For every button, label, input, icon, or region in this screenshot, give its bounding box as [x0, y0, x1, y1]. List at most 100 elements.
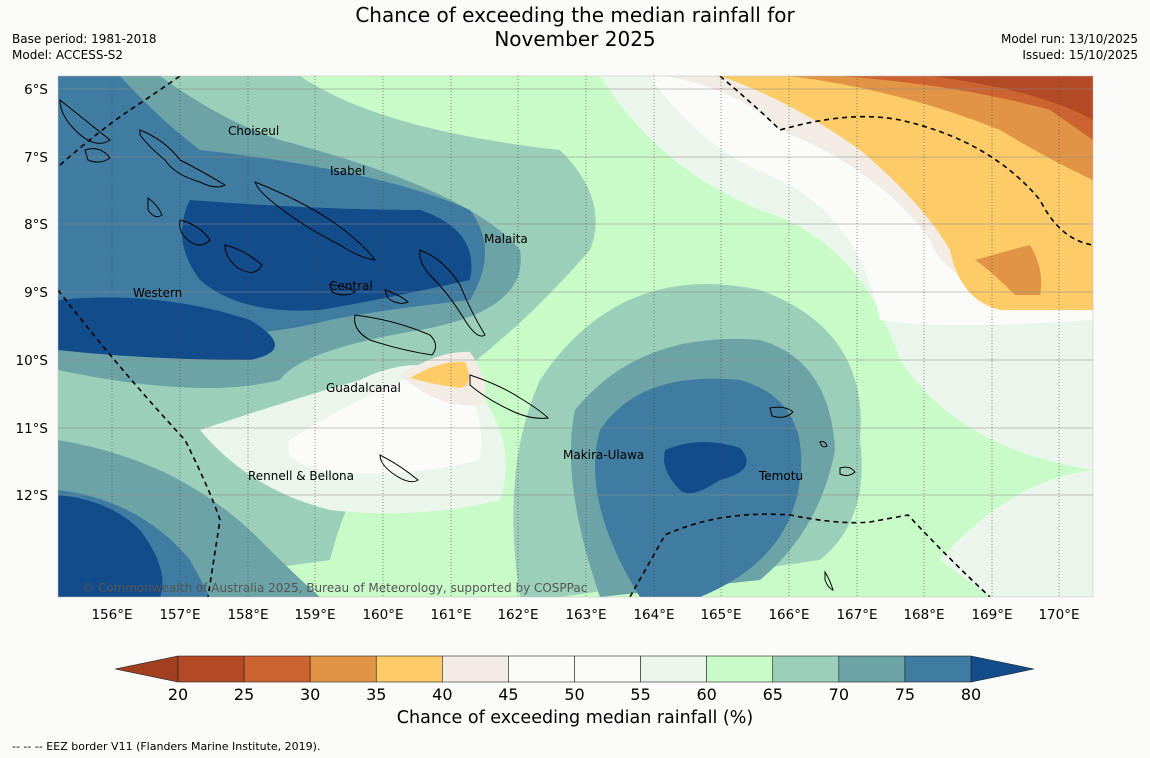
model-name: Model: ACCESS-S2 [12, 48, 124, 62]
lon-tick-162e: 162°E [497, 607, 538, 623]
field-40-guadalcanal [410, 361, 469, 388]
region-label-rennell-bellona: Rennell & Bellona [248, 469, 354, 483]
colorbar-segment-70 [838, 655, 906, 683]
coast-isabel [254, 181, 377, 261]
colorbar-tick-40: 40 [432, 685, 452, 700]
lat-tick-8s: 8°S [24, 217, 48, 233]
lon-tick-163e: 163°E [565, 607, 606, 623]
lon-tick-167e: 167°E [836, 607, 877, 623]
coast-rennell [379, 454, 419, 483]
field-above-80-central [182, 200, 472, 311]
region-label-isabel: Isabel [330, 164, 365, 178]
field-35-pocket [975, 245, 1042, 295]
colorbar: 20 25 30 35 40 45 50 55 60 65 70 75 80 [114, 655, 1035, 700]
colorbar-over-arrow [970, 655, 1035, 683]
field-55-southeast [940, 470, 1093, 597]
coast-shortland [147, 197, 163, 218]
eez-border-north-east [719, 76, 1093, 246]
field-35-east [790, 76, 1093, 180]
region-label-choiseul: Choiseul [228, 124, 279, 138]
lat-tick-labels: 6°S 7°S 8°S 9°S 10°S 11°S 12°S [16, 82, 49, 504]
colorbar-tick-60: 60 [696, 685, 716, 700]
colorbar-tick-25: 25 [234, 685, 254, 700]
colorbar-tick-labels: 20 25 30 35 40 45 50 55 60 65 70 75 80 [168, 685, 981, 700]
coast-western-islands [224, 244, 263, 273]
region-label-central: Central [329, 279, 373, 293]
lon-tick-161e: 161°E [430, 607, 471, 623]
lat-tick-11s: 11°S [16, 421, 49, 437]
colorbar-tick-65: 65 [763, 685, 783, 700]
eez-border-north-west [59, 76, 181, 166]
coast-fataka [824, 570, 834, 591]
copyright-notice: © Commonwealth of Australia 2025, Bureau… [82, 581, 587, 595]
issued-date: Issued: 15/10/2025 [1022, 48, 1138, 62]
colorbar-tick-20: 20 [168, 685, 188, 700]
lon-tick-156e: 156°E [91, 607, 132, 623]
field-above-80-southwest [58, 495, 163, 597]
colorbar-segment-20 [177, 655, 245, 683]
colorbar-tick-35: 35 [366, 685, 386, 700]
coast-florida-islands [329, 284, 356, 296]
lon-tick-165e: 165°E [700, 607, 741, 623]
field-40-east [720, 76, 1093, 310]
coast-bougainville-south [84, 148, 111, 163]
colorbar-tick-70: 70 [829, 685, 849, 700]
colorbar-tick-75: 75 [895, 685, 915, 700]
coast-makira [469, 374, 550, 419]
field-25-east [930, 76, 1093, 120]
colorbar-segment-55 [640, 655, 707, 683]
colorbar-tick-30: 30 [300, 685, 320, 700]
colorbar-segment-35 [375, 655, 443, 683]
lat-tick-6s: 6°S [24, 82, 48, 98]
probability-field: Choiseul Isabel Malaita Western Central … [58, 76, 1093, 597]
lon-tick-164e: 164°E [633, 607, 674, 623]
coast-malaita [419, 249, 486, 337]
colorbar-tick-50: 50 [564, 685, 584, 700]
colorbar-under-arrow [114, 655, 179, 683]
coast-vanikoro [839, 466, 856, 477]
lat-tick-10s: 10°S [16, 353, 49, 369]
eez-footnote: -- -- -- EEZ border V11 (Flanders Marine… [12, 740, 321, 753]
map-figure: Choiseul Isabel Malaita Western Central … [16, 75, 1094, 700]
eez-borders [58, 76, 1093, 597]
lon-tick-166e: 166°E [768, 607, 809, 623]
lon-tick-labels: 156°E 157°E 158°E 159°E 160°E 161°E 162°… [91, 607, 1079, 623]
title-line-2: November 2025 [494, 27, 656, 51]
lon-tick-170e: 170°E [1038, 607, 1079, 623]
graticule [58, 88, 1093, 496]
coast-new-georgia [179, 219, 211, 246]
title-line-1: Chance of exceeding the median rainfall … [355, 3, 795, 27]
coast-guadalcanal [354, 314, 436, 356]
plot-frame [57, 75, 1094, 598]
lat-tick-12s: 12°S [16, 488, 49, 504]
meta-right: Model run: 13/10/2025 Issued: 15/10/2025 [1001, 31, 1138, 63]
region-label-malaita: Malaita [484, 232, 528, 246]
eez-border-south [629, 513, 991, 597]
colorbar-segments [177, 655, 972, 683]
colorbar-segment-40 [442, 655, 509, 683]
lon-tick-158e: 158°E [227, 607, 268, 623]
region-label-temotu: Temotu [758, 469, 803, 483]
colorbar-segment-60 [706, 655, 774, 683]
coastlines [59, 98, 856, 591]
lon-tick-157e: 157°E [159, 607, 200, 623]
colorbar-tick-55: 55 [630, 685, 650, 700]
lon-tick-160e: 160°E [362, 607, 403, 623]
colorbar-segment-45 [508, 655, 575, 683]
region-label-western: Western [133, 286, 182, 300]
coast-santa-cruz [769, 406, 794, 418]
lat-tick-9s: 9°S [24, 285, 48, 301]
coast-russell-islands [384, 289, 409, 304]
eez-border-west [58, 289, 221, 597]
coast-tikopia [819, 441, 828, 448]
coast-bougainville [59, 98, 111, 144]
colorbar-title: Chance of exceeding median rainfall (%) [396, 708, 754, 728]
coast-choiseul [139, 129, 227, 188]
map-title: Chance of exceeding the median rainfall … [0, 3, 1150, 51]
lon-tick-169e: 169°E [971, 607, 1012, 623]
colorbar-segment-25 [243, 655, 311, 683]
colorbar-tick-45: 45 [498, 685, 518, 700]
region-label-makira-ulawa: Makira-Ulawa [563, 448, 644, 462]
colorbar-segment-30 [309, 655, 377, 683]
lat-tick-7s: 7°S [24, 150, 48, 166]
